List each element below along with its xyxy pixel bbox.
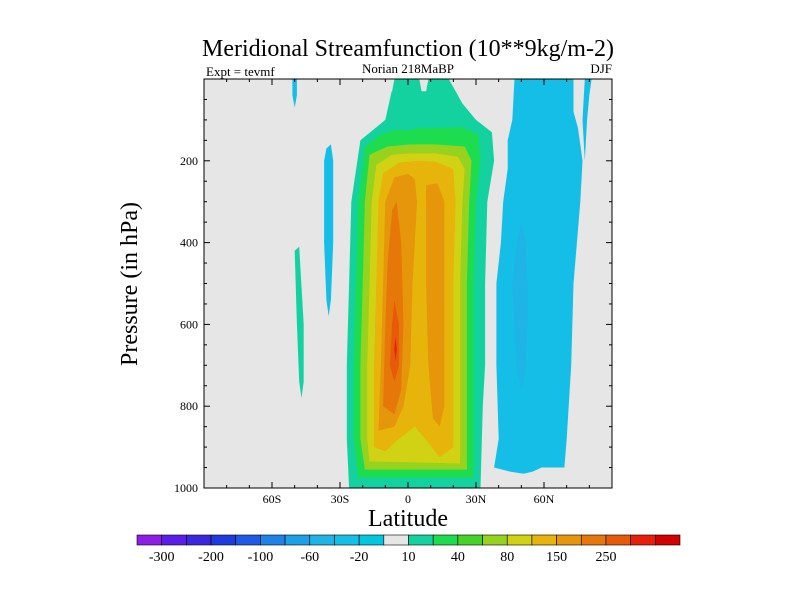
colorbar-swatch — [655, 534, 681, 546]
y-tick-label: 400 — [180, 236, 198, 250]
colorbar-swatch — [210, 534, 237, 546]
colorbar-swatch — [358, 534, 385, 546]
contour-region-south-blue-cell — [324, 144, 334, 317]
contour-layer — [292, 79, 592, 488]
contour-region-ferrel-north-outer — [494, 79, 583, 474]
colorbar-label: -20 — [350, 550, 369, 565]
colorbar: -300 -200 -100 -60 -20 10 40 80 150 250 — [136, 534, 681, 565]
colorbar-swatch — [161, 534, 187, 546]
chart-title: Meridional Streamfunction (10**9kg/m-2) — [202, 36, 614, 62]
plot-area — [203, 78, 613, 489]
colorbar-swatch — [482, 534, 508, 546]
right-label: DJF — [590, 61, 612, 76]
colorbar-label: 250 — [596, 550, 617, 565]
colorbar-swatch — [605, 534, 631, 546]
y-tick-label: 200 — [180, 154, 198, 168]
colorbar-swatch — [235, 534, 261, 546]
x-tick-label: 30S — [331, 492, 350, 506]
colorbar-label: 150 — [546, 550, 567, 565]
contour-region-hadley-100-east — [426, 183, 445, 427]
colorbar-swatch — [334, 534, 360, 546]
y-tick-label: 1000 — [174, 481, 198, 495]
contour-region-hadley-200 — [389, 299, 399, 382]
colorbar-swatch — [556, 534, 582, 546]
contour-region-hadley-250 — [394, 336, 397, 362]
y-tick-label: 600 — [180, 317, 198, 331]
colorbar-label: -100 — [248, 550, 274, 565]
colorbar-swatch — [457, 534, 483, 546]
colorbar-label: -60 — [300, 550, 319, 565]
y-tick-label: 800 — [180, 399, 198, 413]
colorbar-swatch — [186, 534, 212, 546]
x-tick-label: 0 — [405, 492, 411, 506]
colorbar-swatch — [260, 534, 286, 546]
left-label: Expt = tevmf — [206, 64, 275, 79]
contour-region-south-green-cell — [294, 246, 304, 398]
colorbar-label: 80 — [500, 550, 514, 565]
y-axis: 200 400 600 800 1000 — [174, 78, 612, 495]
colorbar-swatch — [531, 534, 557, 546]
center-label: Norian 218MaBP — [362, 61, 454, 76]
colorbar-swatch — [630, 534, 656, 546]
colorbar-label: 40 — [451, 550, 465, 565]
colorbar-swatch — [506, 534, 533, 546]
colorbar-label: -200 — [198, 550, 224, 565]
colorbar-label: -300 — [149, 550, 175, 565]
colorbar-label: 10 — [402, 550, 416, 565]
colorbar-swatch — [136, 534, 162, 546]
y-axis-label: Pressure (in hPa) — [117, 202, 143, 366]
colorbar-swatch — [383, 534, 409, 546]
x-tick-label: 60S — [263, 492, 282, 506]
contour-region-equator-notch-right — [419, 79, 429, 92]
contour-region-equator-notch-left — [385, 79, 395, 92]
contour-region-south-sliver-top — [292, 79, 297, 108]
colorbar-swatch — [408, 534, 434, 546]
colorbar-swatch — [284, 534, 311, 546]
colorbar-swatch — [432, 534, 459, 546]
x-tick-label: 60N — [534, 492, 555, 506]
colorbar-swatch — [580, 534, 607, 546]
x-tick-label: 30N — [466, 492, 487, 506]
x-axis: 60S 30S 0 30N 60N — [203, 79, 613, 506]
colorbar-swatch — [309, 534, 335, 546]
contour-region-polar-north-top — [564, 79, 572, 112]
contour-region-ferrel-north-inner — [512, 222, 529, 390]
x-axis-label: Latitude — [368, 506, 448, 532]
contour-region-polar-north-sliver — [582, 79, 592, 161]
